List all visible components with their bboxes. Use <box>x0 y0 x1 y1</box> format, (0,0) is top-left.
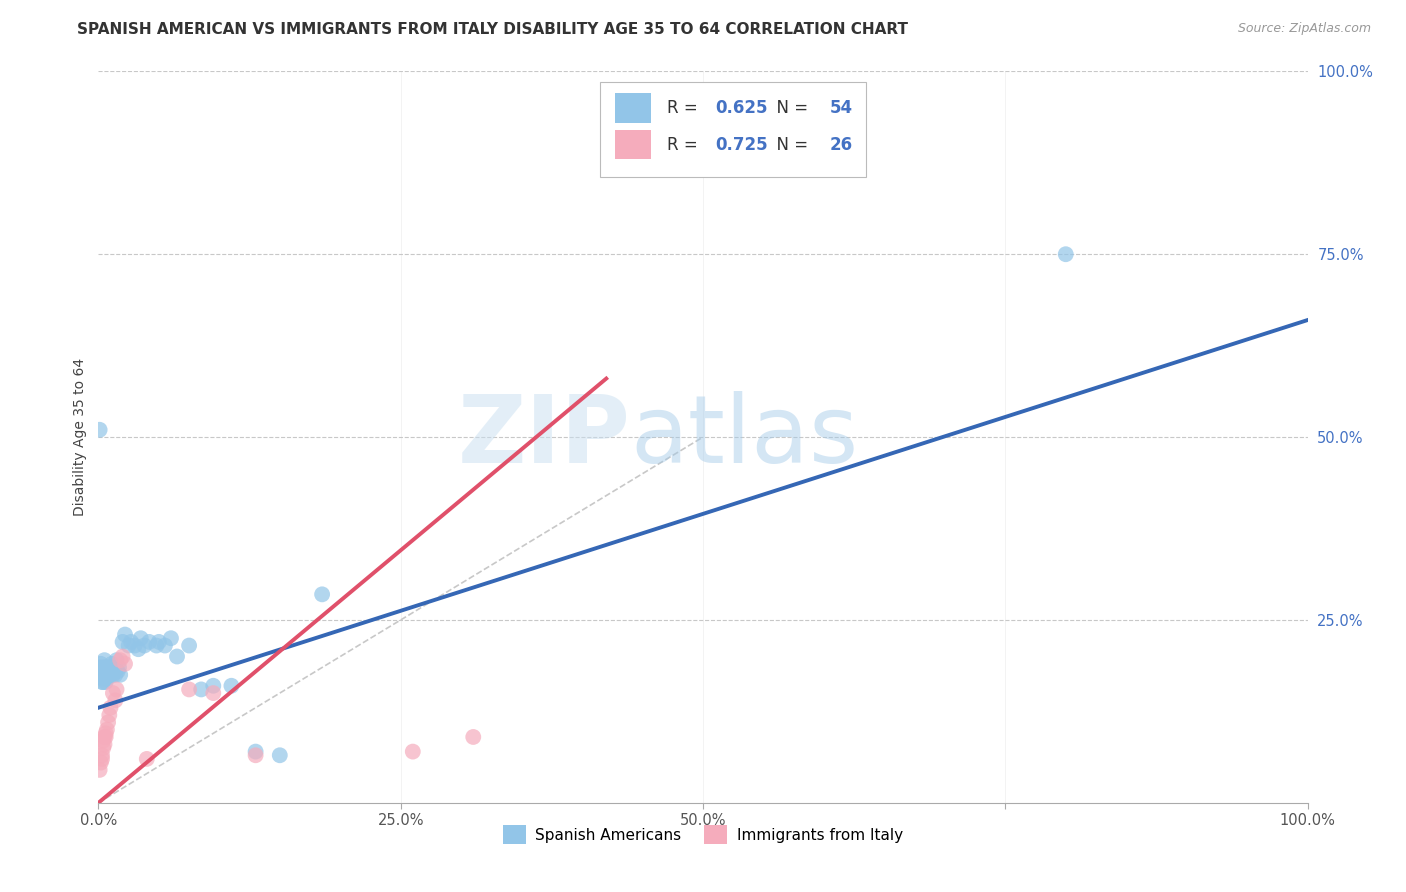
Point <box>98 664 121 678</box>
Point <box>93 730 115 744</box>
Point <box>134 639 156 653</box>
Point <box>93 737 115 751</box>
Point <box>153 639 176 653</box>
Point <box>90 756 112 770</box>
Point <box>91 664 114 678</box>
Point <box>89 660 111 674</box>
Point <box>202 679 225 693</box>
Text: 0.725: 0.725 <box>716 136 768 153</box>
Point <box>129 632 152 646</box>
Text: N =: N = <box>766 99 813 117</box>
Legend: Spanish Americans, Immigrants from Italy: Spanish Americans, Immigrants from Italy <box>498 819 908 850</box>
Point <box>96 672 118 686</box>
Point <box>97 715 120 730</box>
Point <box>105 653 128 667</box>
Point <box>100 657 122 671</box>
Point <box>311 587 333 601</box>
Point <box>108 667 131 681</box>
Point <box>118 639 141 653</box>
Point <box>100 660 122 674</box>
Point <box>100 700 122 714</box>
Point <box>91 675 114 690</box>
Point <box>179 639 201 653</box>
Point <box>93 667 115 681</box>
Point <box>90 657 112 671</box>
Text: Source: ZipAtlas.com: Source: ZipAtlas.com <box>1237 22 1371 36</box>
Point <box>101 686 124 700</box>
Point <box>145 639 167 653</box>
Point <box>94 660 117 674</box>
Point <box>97 667 120 681</box>
Point <box>114 657 136 671</box>
Point <box>96 723 118 737</box>
Text: R =: R = <box>666 99 703 117</box>
Point <box>221 679 243 693</box>
Text: N =: N = <box>766 136 813 153</box>
Point <box>202 686 225 700</box>
Point <box>245 745 267 759</box>
Point <box>89 763 111 777</box>
Point <box>138 635 160 649</box>
Point <box>120 635 142 649</box>
Point <box>127 642 149 657</box>
Text: R =: R = <box>666 136 703 153</box>
Point <box>108 653 131 667</box>
Bar <box>614 130 651 159</box>
Point <box>160 632 183 646</box>
Point <box>101 667 124 681</box>
Point <box>89 423 111 437</box>
Text: SPANISH AMERICAN VS IMMIGRANTS FROM ITALY DISABILITY AGE 35 TO 64 CORRELATION CH: SPANISH AMERICAN VS IMMIGRANTS FROM ITAL… <box>77 22 908 37</box>
Point <box>94 730 117 744</box>
Text: ZIP: ZIP <box>457 391 630 483</box>
Point <box>108 660 131 674</box>
Point <box>103 660 125 674</box>
Point <box>166 649 188 664</box>
Point <box>190 682 212 697</box>
Point <box>96 664 118 678</box>
Point <box>105 682 128 697</box>
Point <box>402 745 425 759</box>
Point <box>245 748 267 763</box>
Point <box>111 635 134 649</box>
Point <box>124 639 146 653</box>
Point <box>104 667 127 681</box>
Point <box>91 752 114 766</box>
Point <box>135 752 157 766</box>
Point <box>111 649 134 664</box>
Point <box>148 635 170 649</box>
Point <box>179 682 201 697</box>
Point <box>91 660 114 674</box>
Y-axis label: Disability Age 35 to 64: Disability Age 35 to 64 <box>73 358 87 516</box>
Bar <box>614 94 651 122</box>
Point <box>104 693 127 707</box>
Text: 26: 26 <box>830 136 853 153</box>
Text: atlas: atlas <box>630 391 859 483</box>
Point <box>96 667 118 681</box>
Point <box>91 675 114 690</box>
Point <box>269 748 291 763</box>
Point <box>94 672 117 686</box>
Text: 0.625: 0.625 <box>716 99 768 117</box>
Bar <box>600 82 866 178</box>
Point <box>100 667 122 681</box>
Point <box>94 675 117 690</box>
Point <box>1054 247 1077 261</box>
Point <box>91 733 114 747</box>
Point <box>97 660 120 674</box>
Point <box>98 708 121 723</box>
Point <box>91 667 114 681</box>
Point <box>107 664 129 678</box>
Point <box>463 730 485 744</box>
Point <box>114 627 136 641</box>
Point <box>94 726 117 740</box>
Point <box>91 672 114 686</box>
Point <box>93 653 115 667</box>
Point <box>93 660 115 674</box>
Point <box>91 748 114 763</box>
Text: 54: 54 <box>830 99 853 117</box>
Point <box>90 667 112 681</box>
Point <box>91 740 114 755</box>
